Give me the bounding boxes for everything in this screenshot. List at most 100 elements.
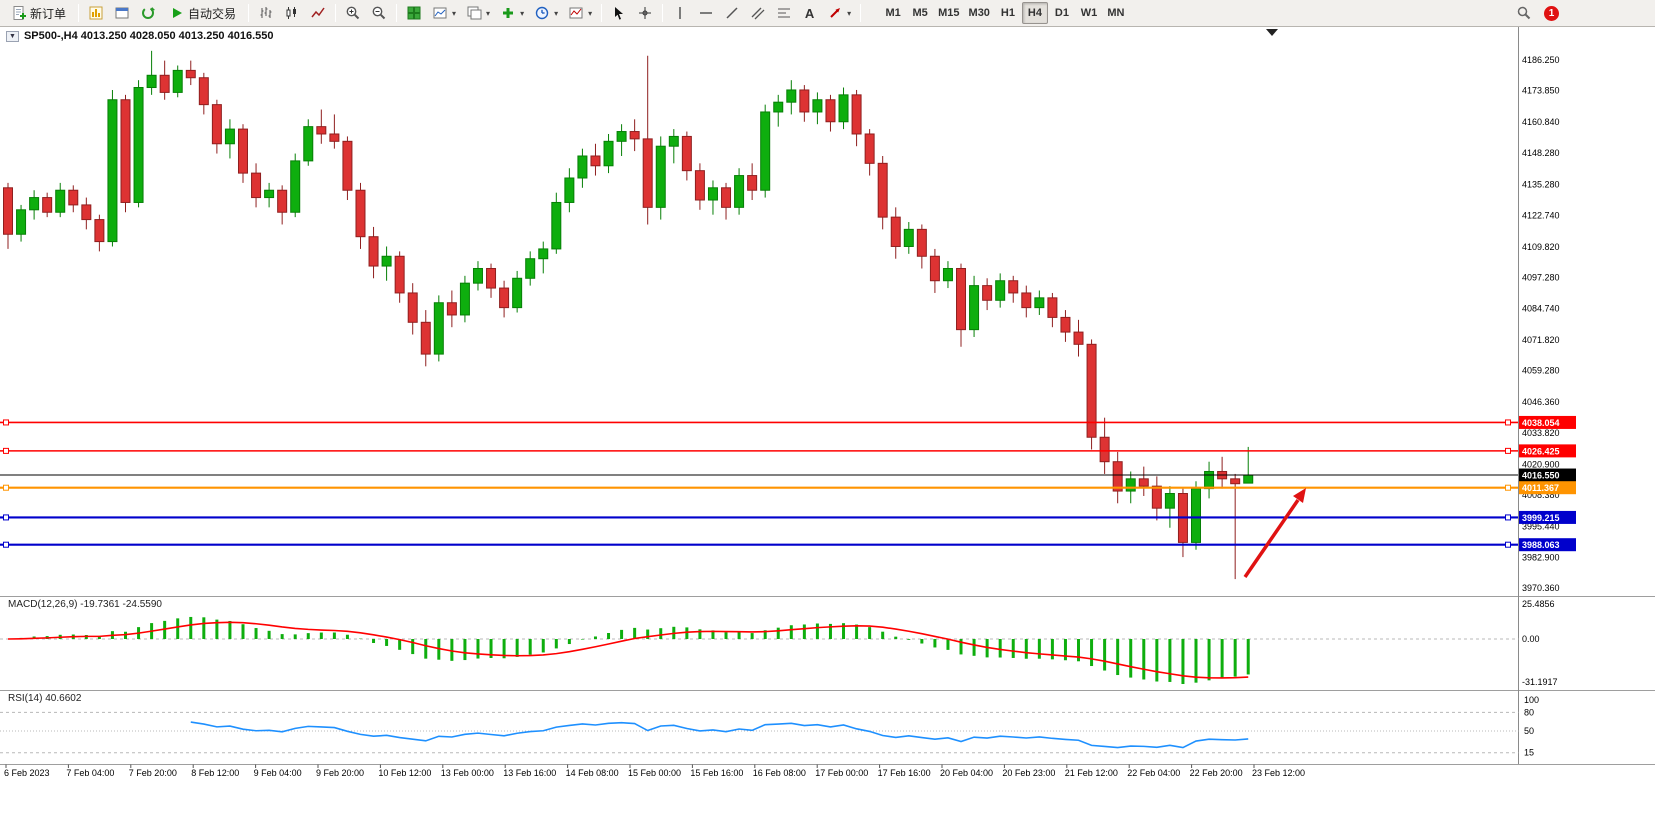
candle — [16, 204, 27, 242]
bar-chart-button[interactable] — [254, 2, 278, 24]
candle — [1099, 417, 1110, 474]
price-tick-label: 4186.250 — [1522, 55, 1560, 65]
candle — [629, 119, 640, 152]
tile-windows-button[interactable] — [402, 2, 426, 24]
candle — [264, 182, 275, 208]
line-handle[interactable] — [1505, 541, 1511, 548]
candle — [290, 153, 301, 218]
candle — [381, 246, 392, 281]
trendline-button[interactable] — [720, 2, 744, 24]
templates-button[interactable]: ▾ — [564, 2, 596, 24]
search-button[interactable] — [1512, 2, 1536, 24]
cursor-button[interactable] — [607, 2, 631, 24]
candle — [1204, 461, 1215, 499]
new-order-button[interactable]: 新订单 — [4, 2, 73, 24]
line-handle[interactable] — [3, 419, 9, 426]
auto-trading-button[interactable]: 自动交易 — [162, 2, 243, 24]
timeframe-button-w1[interactable]: W1 — [1076, 2, 1102, 24]
price-tag: 4011.367 — [1519, 481, 1576, 495]
fibonacci-button[interactable] — [772, 2, 796, 24]
candle — [472, 261, 483, 291]
line-handle[interactable] — [1505, 484, 1511, 491]
candle — [590, 143, 601, 176]
crosshair-icon — [639, 7, 652, 19]
time-tick-label: 9 Feb 20:00 — [316, 768, 364, 778]
timeframe-group: M1 M5 M15 M30 H1 H4 D1 W1 MN — [880, 2, 1129, 24]
symbol-dropdown-icon[interactable]: ▼ — [6, 30, 19, 42]
zoom-in-button[interactable] — [341, 2, 365, 24]
strategy-tester-button[interactable] — [136, 2, 160, 24]
chart-profiles-button[interactable]: ▾ — [462, 2, 494, 24]
timeframe-button-h1[interactable]: H1 — [995, 2, 1021, 24]
line-chart-button[interactable] — [306, 2, 330, 24]
timeframe-button-mn[interactable]: MN — [1103, 2, 1129, 24]
indicators-button[interactable]: ▾ — [496, 2, 528, 24]
candle — [655, 136, 666, 220]
candle — [851, 89, 862, 147]
candle — [838, 87, 849, 130]
candle — [642, 55, 653, 225]
time-tick-label: 17 Feb 00:00 — [815, 768, 868, 778]
timeframe-button-m15[interactable]: M15 — [934, 2, 963, 24]
new-chart-icon — [433, 7, 447, 19]
candle — [1177, 488, 1188, 558]
timeframe-button-m5[interactable]: M5 — [907, 2, 933, 24]
crosshair-button[interactable] — [633, 2, 657, 24]
zoom-out-button[interactable] — [367, 2, 391, 24]
symbol-header: ▼ SP500-,H4 4013.250 4028.050 4013.250 4… — [6, 30, 274, 42]
timeframe-button-h4[interactable]: H4 — [1021, 2, 1048, 24]
candle — [94, 214, 105, 252]
price-tick-label: 4135.280 — [1522, 180, 1560, 190]
candle — [616, 124, 627, 156]
charts-button[interactable] — [84, 2, 108, 24]
price-tick-label: 4160.840 — [1522, 117, 1560, 127]
chart-shift-marker[interactable] — [1266, 29, 1278, 36]
candle — [512, 270, 523, 313]
line-handle[interactable] — [1505, 514, 1511, 521]
candle — [1243, 446, 1254, 484]
candle — [446, 290, 457, 328]
separator — [662, 4, 664, 22]
candle — [721, 182, 732, 220]
terminal-button[interactable] — [110, 2, 134, 24]
timeframe-button-m1[interactable]: M1 — [880, 2, 906, 24]
horizontal-line-button[interactable] — [694, 2, 718, 24]
arrows-tool-button[interactable]: ▾ — [823, 2, 855, 24]
candle — [407, 283, 418, 335]
line-handle[interactable] — [3, 514, 9, 521]
line-handle[interactable] — [3, 541, 9, 548]
price-tag: 4038.054 — [1519, 415, 1576, 429]
candle — [903, 222, 914, 254]
candlestick-chart-button[interactable] — [280, 2, 304, 24]
price-tick-label: 4020.900 — [1522, 459, 1560, 469]
timeframe-button-d1[interactable]: D1 — [1049, 2, 1075, 24]
trend-arrow[interactable] — [1243, 499, 1300, 578]
candle — [812, 92, 823, 125]
separator — [335, 4, 337, 22]
candle — [211, 99, 222, 154]
time-tick-label: 10 Feb 12:00 — [378, 768, 431, 778]
rsi-axis-label: 100 — [1524, 695, 1539, 705]
line-handle[interactable] — [3, 484, 9, 491]
line-handle[interactable] — [1505, 419, 1511, 426]
strategy-tester-icon — [142, 7, 156, 19]
vertical-line-button[interactable] — [668, 2, 692, 24]
candle — [29, 190, 40, 220]
candle — [786, 80, 797, 115]
candle — [499, 280, 510, 318]
timeframe-button-m30[interactable]: M30 — [965, 2, 994, 24]
new-chart-button[interactable]: ▾ — [428, 2, 460, 24]
text-tool-button[interactable]: A — [798, 2, 821, 24]
chevron-down-icon: ▾ — [486, 8, 491, 18]
line-handle[interactable] — [1505, 447, 1511, 454]
candle — [355, 182, 366, 249]
line-handle[interactable] — [3, 447, 9, 454]
rsi-axis-label: 15 — [1524, 748, 1534, 758]
channel-button[interactable] — [746, 2, 770, 24]
macd-indicator-label: MACD(12,26,9) -19.7361 -24.5590 — [8, 599, 162, 610]
notification-badge[interactable]: 1 — [1544, 5, 1559, 21]
candle — [969, 275, 980, 337]
candle — [1217, 456, 1228, 489]
periods-button[interactable]: ▾ — [530, 2, 562, 24]
